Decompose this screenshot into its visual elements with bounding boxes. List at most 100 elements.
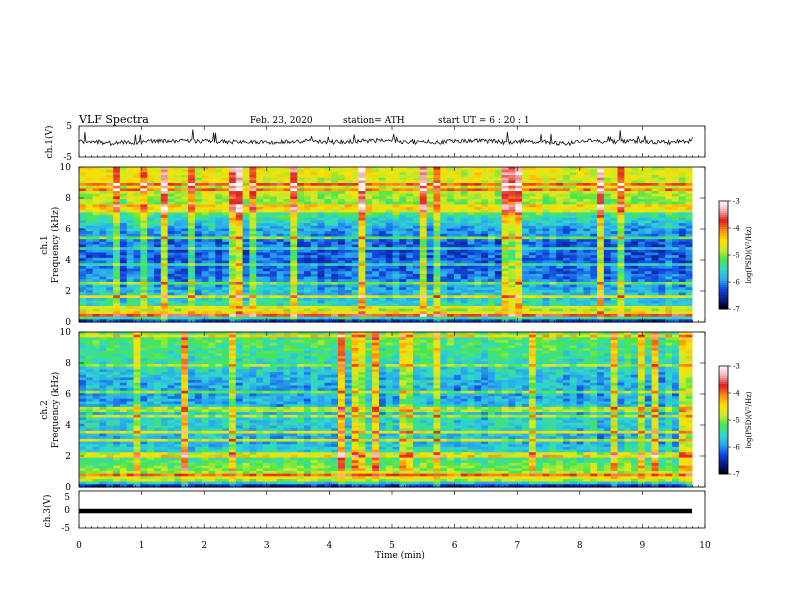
- spectrogram-cell: [603, 177, 612, 181]
- spectrogram-cell: [99, 172, 107, 176]
- spectrogram-cell: [290, 220, 298, 224]
- spectrogram-cell: [487, 225, 496, 230]
- spectrogram-cell: [610, 223, 619, 227]
- spectrogram-cell: [413, 215, 421, 219]
- spectrogram-cell: [569, 225, 578, 230]
- spectrogram-cell: [331, 169, 339, 173]
- spectrogram-cell: [678, 204, 687, 208]
- spectrogram-cell: [188, 177, 196, 181]
- spectrogram-cell: [331, 212, 339, 216]
- spectrogram-cell: [583, 175, 591, 179]
- spectrogram-cell: [487, 231, 496, 235]
- spectrogram-cell: [419, 228, 428, 232]
- spectrogram-cell: [569, 215, 578, 219]
- spectrogram-cell: [344, 209, 353, 214]
- spectrogram-cell: [440, 212, 448, 216]
- spectrogram-cell: [249, 175, 257, 179]
- spectrogram-cell: [235, 207, 244, 211]
- spectrogram-cell: [160, 233, 169, 238]
- spectrogram-cell: [474, 217, 482, 222]
- spectrogram-cell: [528, 217, 537, 222]
- spectrogram-cell: [528, 209, 537, 214]
- spectrogram-cell: [235, 215, 244, 219]
- spectrogram-cell: [447, 180, 455, 184]
- spectrogram-cell: [242, 183, 251, 187]
- spectrogram-cell: [290, 217, 298, 222]
- spectrogram-cell: [92, 233, 101, 238]
- spectrogram-cell: [297, 239, 305, 243]
- spectrogram-cell: [658, 225, 666, 230]
- spectrogram-cell: [99, 193, 107, 197]
- spectrogram-cell: [201, 236, 210, 240]
- spectrogram-cell: [208, 172, 216, 176]
- spectrogram-cell: [317, 228, 325, 232]
- spectrogram-cell: [119, 220, 128, 224]
- spectrogram-cell: [188, 215, 196, 219]
- spectrogram-cell: [92, 204, 101, 208]
- spectrogram-cell: [140, 169, 148, 173]
- spectrogram-cell: [385, 177, 394, 181]
- spectrogram-cell: [631, 215, 639, 219]
- spectrogram-cell: [269, 236, 278, 240]
- spectrogram-cell: [678, 183, 687, 187]
- spectrogram-cell: [685, 183, 694, 187]
- spectrogram-cell: [147, 223, 155, 227]
- spectrogram-cell: [603, 188, 612, 192]
- spectrogram-cell: [583, 196, 591, 200]
- spectrogram-cell: [160, 199, 169, 203]
- spectrogram-cell: [385, 220, 394, 224]
- spectrogram-cell: [685, 201, 694, 206]
- spectrogram-cell: [181, 217, 189, 222]
- spectrogram-cell: [665, 199, 673, 203]
- spectrogram-cell: [672, 175, 680, 179]
- spectrogram-cell: [372, 196, 380, 200]
- spectrogram-cell: [92, 175, 101, 179]
- spectrogram-cell: [583, 236, 591, 240]
- spectrogram-cell: [481, 228, 489, 232]
- spectrogram-cell: [126, 169, 135, 173]
- spectrogram-cell: [542, 207, 550, 211]
- spectrogram-cell: [181, 223, 189, 227]
- spectrogram-cell: [385, 207, 394, 211]
- start-time-label: start UT = 6 : 20 : 1: [438, 116, 530, 126]
- spectrogram-cell: [338, 217, 346, 222]
- spectrogram-cell: [624, 220, 632, 224]
- spectrogram-cell: [637, 172, 646, 176]
- spectrogram-cell: [228, 236, 237, 240]
- spectrogram-cell: [365, 217, 373, 222]
- spectrogram-cell: [235, 167, 244, 171]
- spectrogram-cell: [126, 236, 135, 240]
- spectrogram-cell: [672, 239, 680, 243]
- spectrogram-cell: [344, 172, 353, 176]
- spectrogram-cell: [215, 196, 223, 200]
- spectrogram-cell: [658, 209, 666, 214]
- spectrogram-cell: [447, 204, 455, 208]
- spectrogram-cell: [399, 215, 407, 219]
- spectrogram-cell: [365, 209, 373, 214]
- spectrogram-cell: [569, 220, 578, 224]
- spectrogram-cell: [467, 196, 475, 200]
- spectrogram-cell: [249, 180, 257, 184]
- spectrogram-cell: [617, 193, 625, 197]
- spectrogram-cell: [637, 236, 646, 240]
- spectrogram-cell: [365, 177, 373, 181]
- spectrogram-cell: [153, 172, 162, 176]
- spectrogram-cell: [665, 233, 673, 238]
- spectrogram-cell: [188, 196, 196, 200]
- spectrogram-cell: [256, 215, 264, 219]
- spectrogram-cell: [624, 180, 632, 184]
- spectrogram-cell: [79, 215, 87, 219]
- spectrogram-cell: [365, 191, 373, 195]
- spectrogram-cell: [365, 207, 373, 211]
- spectrogram-cell: [610, 231, 619, 235]
- spectrogram-cell: [276, 175, 285, 179]
- spectrogram-cell: [392, 191, 400, 195]
- spectrogram-cell: [133, 241, 141, 246]
- spectrogram-cell: [99, 217, 107, 222]
- ch1-trace-line: [78, 129, 693, 147]
- spectrogram-cell: [556, 180, 564, 184]
- station-label: station= ATH: [343, 116, 405, 126]
- spectrogram-cell: [188, 241, 196, 246]
- spectrogram-cell: [263, 196, 271, 200]
- spectrogram-cell: [678, 209, 687, 214]
